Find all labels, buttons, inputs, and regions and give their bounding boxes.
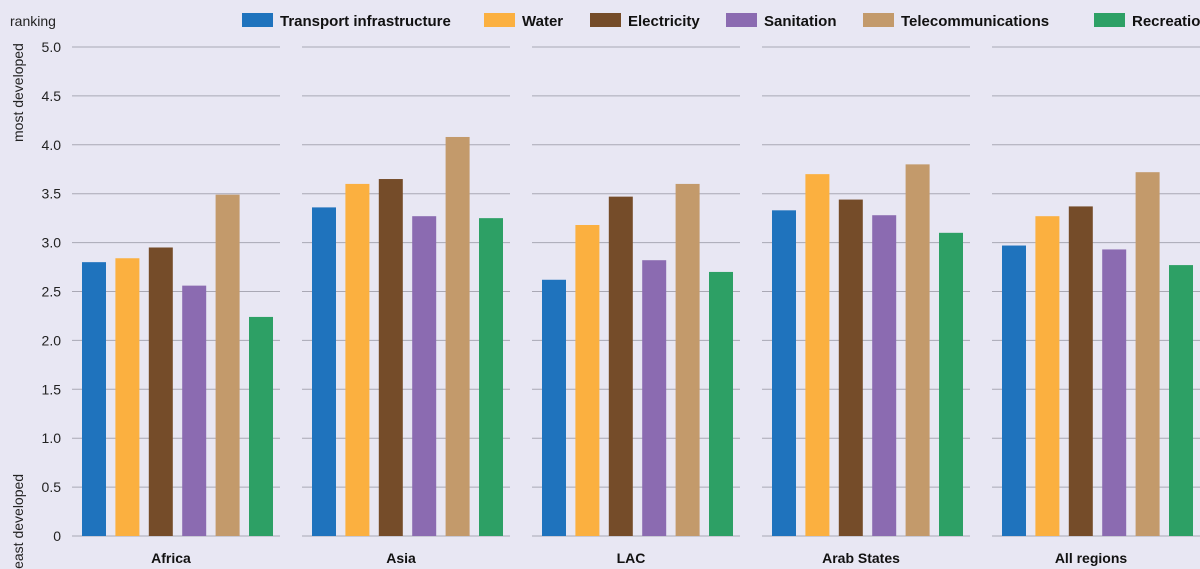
y-tick-label: 0: [53, 528, 61, 544]
legend-swatch: [1094, 13, 1125, 27]
bar-sanitation: [642, 260, 667, 536]
category-label: Asia: [386, 550, 416, 566]
bar-transport-infrastructure: [772, 210, 796, 537]
category-label: Africa: [151, 550, 191, 566]
legend-swatch: [484, 13, 515, 27]
category-label: LAC: [617, 550, 646, 566]
bar-telecommunications: [675, 183, 700, 537]
y-tick-label: 1.0: [42, 430, 62, 446]
bar-recreation: [249, 316, 273, 536]
y-tick-label: 1.5: [42, 381, 62, 397]
legend-label: Recreation: [1132, 13, 1200, 30]
y-tick-label: 2.5: [42, 284, 62, 300]
legend-swatch: [590, 13, 621, 27]
bar-recreation: [709, 271, 733, 536]
bar-water: [345, 183, 370, 537]
category-label: All regions: [1055, 550, 1128, 566]
bar-recreation: [939, 232, 963, 536]
bar-electricity: [838, 199, 863, 536]
legend-label: Sanitation: [764, 13, 837, 30]
bar-electricity: [608, 196, 633, 536]
legend-swatch: [242, 13, 273, 27]
y-tick-label: 3.0: [42, 235, 62, 251]
legend-label: Electricity: [628, 13, 700, 30]
bar-sanitation: [412, 216, 437, 536]
bars-layer: [82, 136, 1193, 537]
bar-telecommunications: [1135, 172, 1160, 536]
category-label: Arab States: [822, 550, 900, 566]
bar-telecommunications: [215, 194, 240, 537]
y-top-note: most developed: [10, 43, 26, 142]
bar-water: [1035, 216, 1060, 536]
legend-label: Telecommunications: [901, 13, 1049, 30]
y-tick-label: 4.0: [42, 137, 62, 153]
y-tick-label: 3.5: [42, 186, 62, 202]
bar-telecommunications: [445, 136, 470, 536]
legend: Transport infrastructure Water Electricity…: [242, 13, 1200, 30]
category-labels: Africa Asia LAC Arab States All regions: [151, 550, 1127, 566]
legend-label: Transport infrastructure: [280, 13, 451, 30]
legend-swatch: [863, 13, 894, 27]
bar-transport-infrastructure: [82, 262, 106, 536]
bar-electricity: [1068, 206, 1093, 536]
y-tick-label: 5.0: [42, 39, 62, 55]
bar-electricity: [378, 179, 403, 536]
bar-electricity: [148, 247, 173, 537]
bar-recreation: [479, 218, 503, 536]
bar-sanitation: [1102, 249, 1127, 537]
y-tick-label: 4.5: [42, 88, 62, 104]
bar-telecommunications: [905, 164, 930, 537]
bar-transport-infrastructure: [1002, 245, 1026, 536]
y-axis: 0 0.5 1.0 1.5 2.0 2.5 3.0 3.5 4.0 4.5 5.0: [42, 39, 62, 544]
y-axis-label: ranking: [10, 13, 56, 29]
bar-sanitation: [182, 285, 207, 536]
y-bottom-note: least developed: [10, 474, 26, 569]
y-tick-label: 2.0: [42, 332, 62, 348]
bar-water: [115, 258, 140, 536]
grid-layer: [72, 46, 1200, 537]
legend-label: Water: [522, 13, 563, 30]
legend-swatch: [726, 13, 757, 27]
bar-sanitation: [872, 215, 897, 536]
bar-water: [575, 224, 600, 536]
bar-transport-infrastructure: [312, 207, 336, 536]
bar-recreation: [1169, 265, 1193, 536]
y-tick-label: 0.5: [42, 479, 62, 495]
bar-transport-infrastructure: [542, 279, 566, 536]
bar-water: [805, 174, 830, 536]
